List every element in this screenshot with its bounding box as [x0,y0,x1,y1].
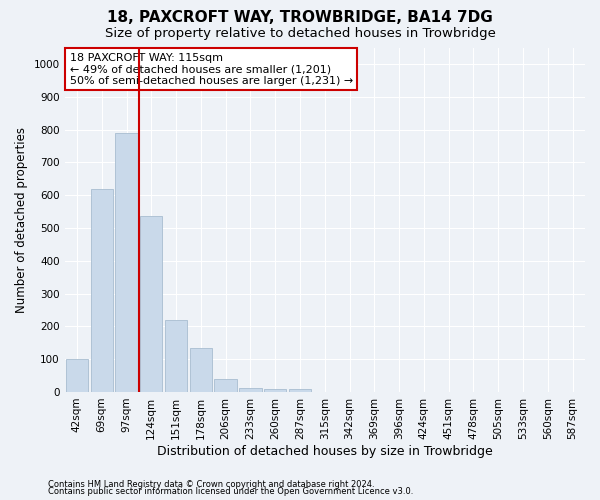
Text: Contains HM Land Registry data © Crown copyright and database right 2024.: Contains HM Land Registry data © Crown c… [48,480,374,489]
X-axis label: Distribution of detached houses by size in Trowbridge: Distribution of detached houses by size … [157,444,493,458]
Text: 18 PAXCROFT WAY: 115sqm
← 49% of detached houses are smaller (1,201)
50% of semi: 18 PAXCROFT WAY: 115sqm ← 49% of detache… [70,52,353,86]
Y-axis label: Number of detached properties: Number of detached properties [15,126,28,312]
Text: Contains public sector information licensed under the Open Government Licence v3: Contains public sector information licen… [48,488,413,496]
Bar [140,216,163,392]
Bar [239,388,262,392]
Text: 18, PAXCROFT WAY, TROWBRIDGE, BA14 7DG: 18, PAXCROFT WAY, TROWBRIDGE, BA14 7DG [107,10,493,25]
Bar [289,388,311,392]
Bar [115,133,137,392]
Bar [165,320,187,392]
Bar [264,390,286,392]
Bar [190,348,212,392]
Text: Size of property relative to detached houses in Trowbridge: Size of property relative to detached ho… [104,28,496,40]
Bar [91,188,113,392]
Bar [214,379,237,392]
Bar [66,359,88,392]
